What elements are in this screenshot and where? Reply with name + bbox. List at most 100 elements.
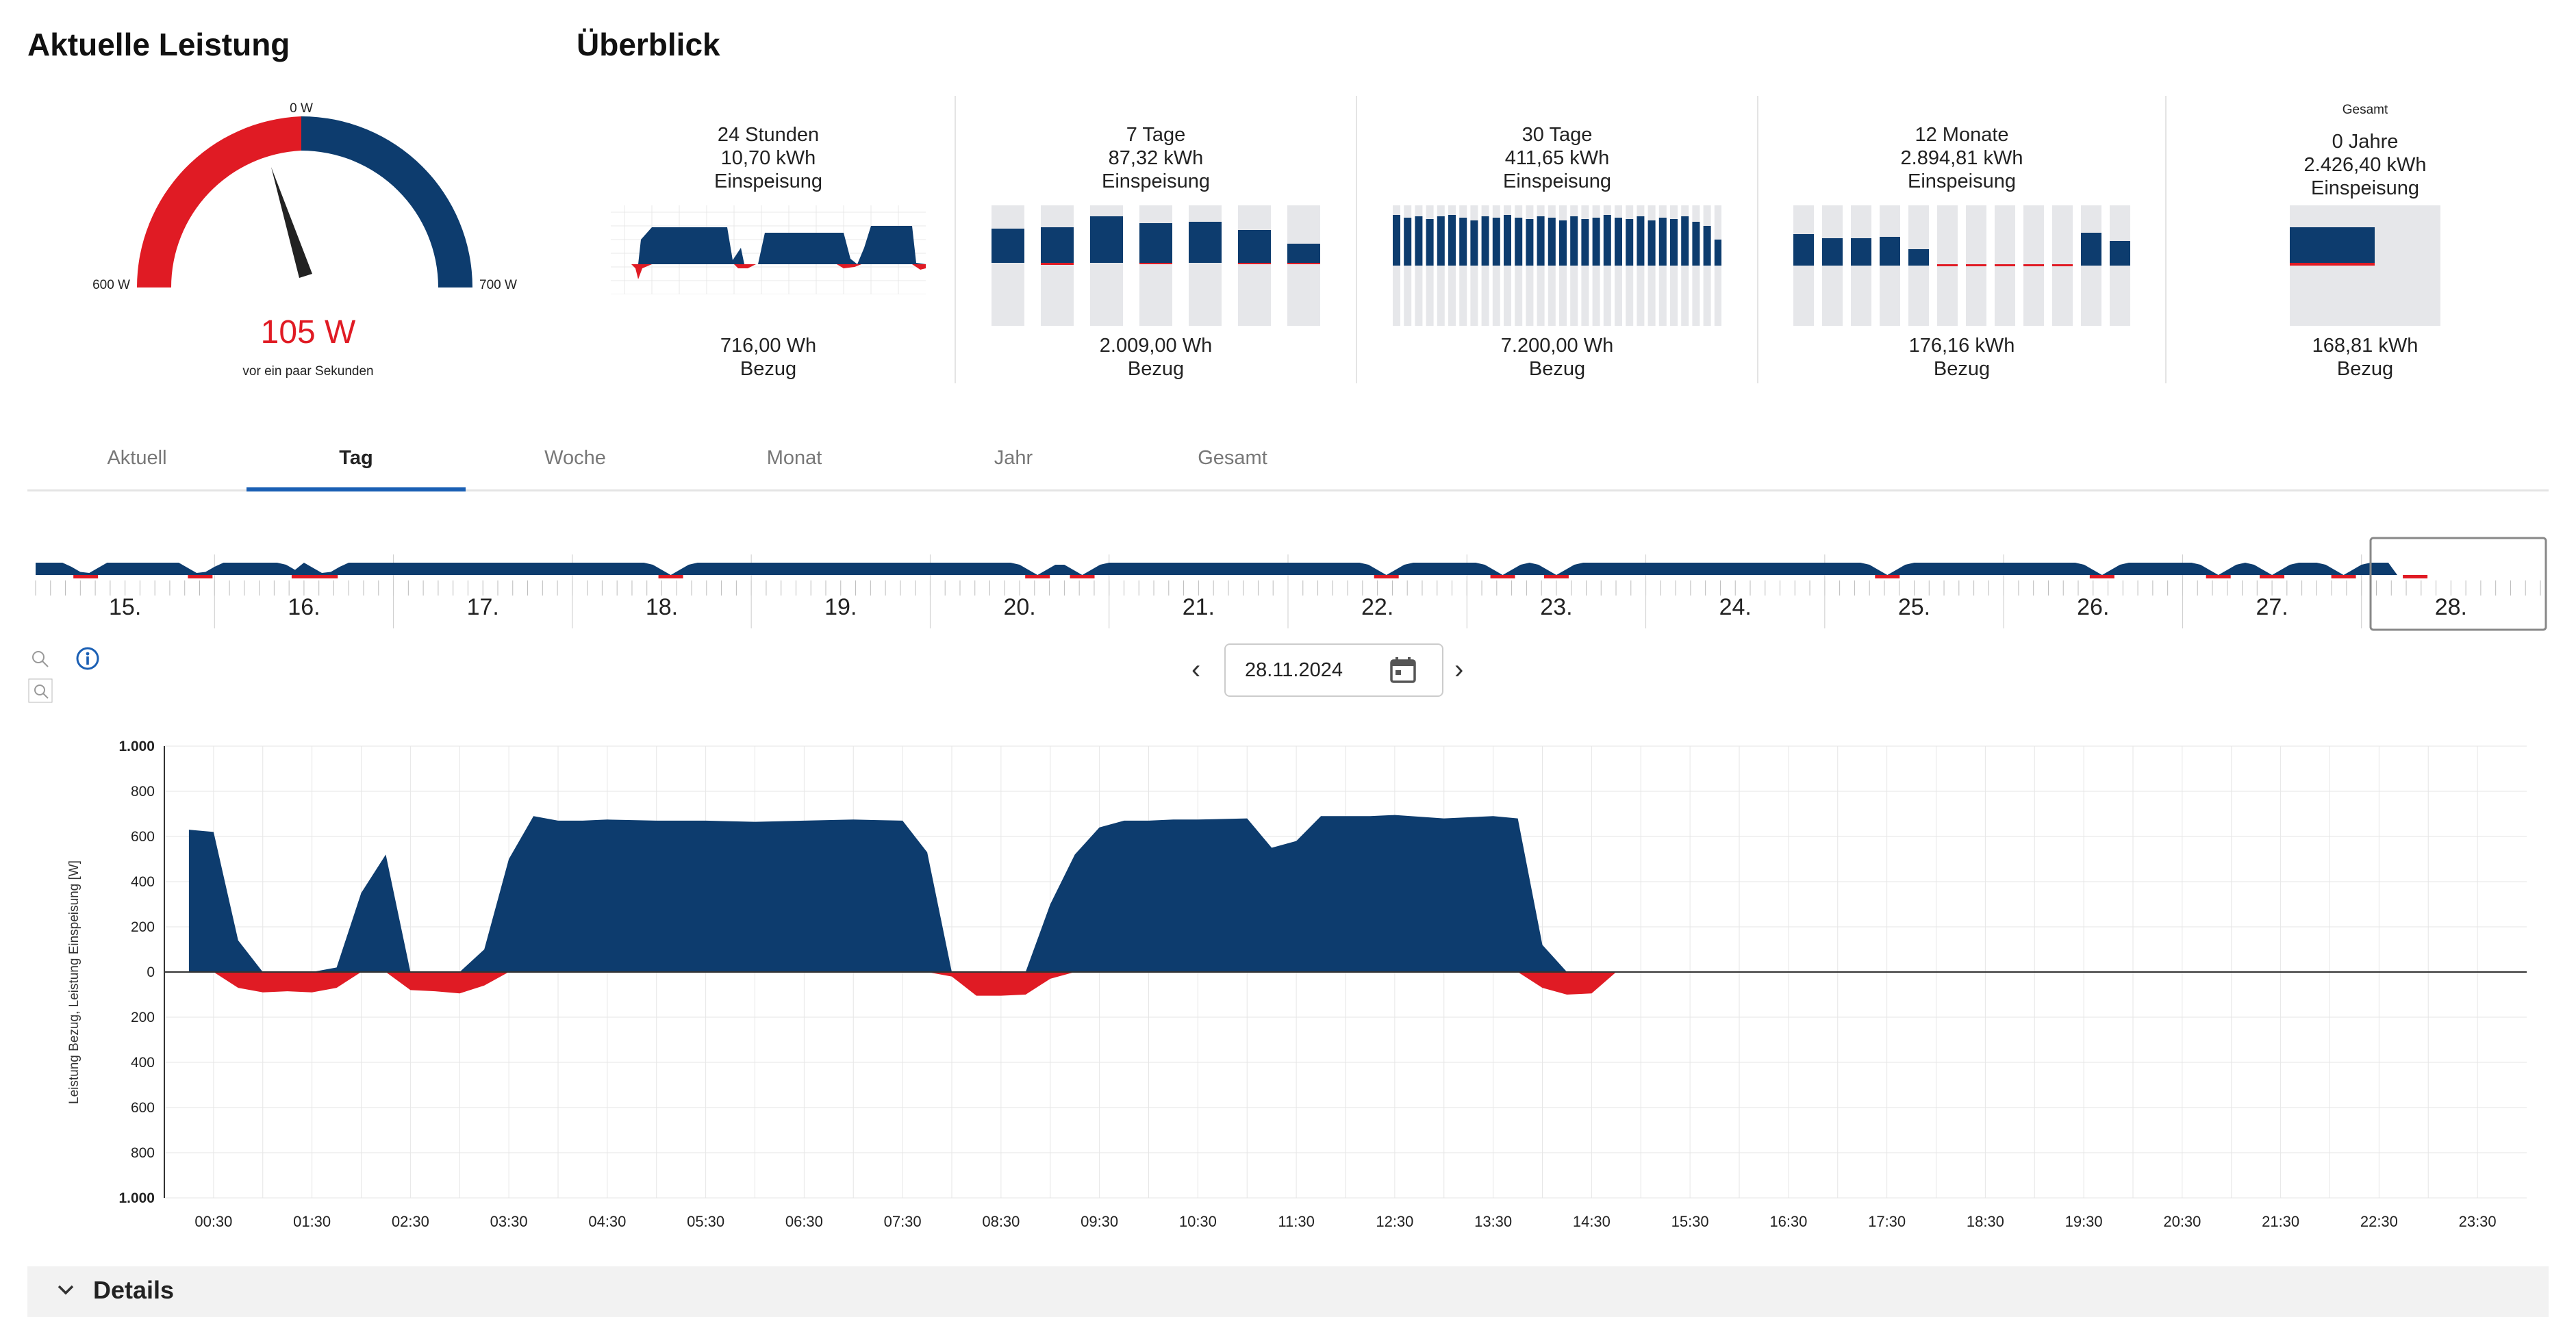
- overview-card-value: 2.426,40 kWh: [2303, 154, 2427, 176]
- overview-12m-bar: [2052, 264, 2073, 266]
- overview-12m-bar: [1880, 237, 1900, 266]
- timeline-day-label[interactable]: 19.: [824, 594, 857, 620]
- series-einspeisung: [188, 815, 1617, 972]
- tab-monat[interactable]: Monat: [766, 447, 822, 469]
- gauge-bezug-arc: [136, 116, 301, 287]
- timeline-day-label[interactable]: 27.: [2256, 594, 2288, 620]
- tab-gesamt[interactable]: Gesamt: [1198, 447, 1267, 469]
- timeline-bezug-mark: [188, 575, 213, 578]
- overview-card-period: 30 Tage: [1521, 124, 1593, 146]
- timeline-bezug-mark: [2206, 575, 2231, 578]
- overview-30d-bar: [1459, 218, 1467, 266]
- x-tick-label: 05:30: [687, 1213, 724, 1230]
- overview-card-foot-value: 716,00 Wh: [720, 335, 817, 357]
- zoom-out-icon[interactable]: [27, 678, 53, 704]
- overview-panel: 24 Stunden 10,70 kWh Einspeisung 716,00 …: [590, 96, 2555, 383]
- overview-chart-total: [2290, 205, 2440, 326]
- overview-card-label: Einspeisung: [714, 170, 822, 192]
- overview-card-foot-value: 168,81 kWh: [2312, 335, 2419, 357]
- overview-30d-bar: [1492, 218, 1500, 266]
- timeline-bezug-mark: [1543, 575, 1569, 578]
- info-icon[interactable]: [75, 646, 100, 671]
- overview-card-period: 12 Monate: [1915, 124, 2009, 146]
- y-tick-label: 1.000: [118, 1190, 155, 1206]
- overview-30d-bar: [1481, 216, 1489, 266]
- overview-chart-12m: [1793, 205, 2130, 326]
- y-tick-label: 600: [131, 1100, 155, 1116]
- overview-card-12m[interactable]: 12 Monate 2.894,81 kWh Einspeisung 176,1…: [1767, 96, 2157, 383]
- y-axis-title: Leistung Bezug, Leistung Einspeisung [W]: [67, 860, 81, 1104]
- timeline-bezug-mark: [1490, 575, 1515, 578]
- timeline-day-label[interactable]: 22.: [1361, 594, 1393, 620]
- overview-30d-bar: [1537, 216, 1545, 266]
- gauge-label-right: 700 W: [479, 278, 517, 292]
- previous-day-button[interactable]: ‹: [1191, 654, 1201, 685]
- overview-card-foot-label: Bezug: [1933, 358, 1991, 380]
- timeline-day-label[interactable]: 24.: [1719, 594, 1752, 620]
- tab-aktuell[interactable]: Aktuell: [107, 447, 167, 469]
- timeline-day-label[interactable]: 23.: [1540, 594, 1572, 620]
- day-timeline[interactable]: 15. 16. 17. 18. 19. 20. 21. 22. 23. 24. 25. 26. 27. 2…: [27, 527, 2549, 637]
- gauge-label-left: 600 W: [92, 278, 130, 292]
- overview-card-7d[interactable]: 7 Tage 87,32 kWh Einspeisung 2.009,00 Wh…: [964, 96, 1348, 383]
- timeline-day-label[interactable]: 15.: [109, 594, 141, 620]
- tab-tag[interactable]: Tag: [247, 431, 466, 491]
- overview-card-foot-label: Bezug: [2336, 358, 2394, 380]
- x-tick-label: 22:30: [2360, 1213, 2398, 1230]
- chevron-down-icon[interactable]: [55, 1279, 77, 1301]
- overview-30d-bar: [1703, 226, 1711, 266]
- overview-30d-bar: [1470, 220, 1478, 266]
- current-power-title: Aktuelle Leistung: [27, 27, 290, 62]
- x-tick-label: 02:30: [392, 1213, 429, 1230]
- x-tick-label: 23:30: [2459, 1213, 2497, 1230]
- gauge-value: 105 W: [260, 314, 356, 350]
- x-tick-label: 04:30: [588, 1213, 626, 1230]
- overview-30d-bar: [1448, 215, 1456, 266]
- overview-12m-bar: [1966, 264, 1986, 266]
- overview-30d-bar: [1426, 219, 1434, 266]
- y-tick-label: 1.000: [118, 739, 155, 754]
- timeline-day-label[interactable]: 17.: [467, 594, 499, 620]
- x-tick-label: 20:30: [2163, 1213, 2201, 1230]
- overview-chart-7d: [992, 205, 1320, 326]
- overview-12m-bar: [2110, 241, 2130, 266]
- timeline-bezug-mark: [291, 575, 316, 578]
- overview-card-value: 10,70 kWh: [720, 147, 816, 169]
- x-tick-label: 21:30: [2262, 1213, 2299, 1230]
- timeline-selection[interactable]: [2369, 537, 2547, 631]
- timeline-bezug-mark: [2089, 575, 2114, 578]
- overview-30d-bar: [1415, 216, 1423, 266]
- details-section[interactable]: Details: [27, 1266, 2549, 1317]
- overview-30d-bar: [1437, 216, 1445, 266]
- x-tick-label: 08:30: [982, 1213, 1020, 1230]
- timeline-overview[interactable]: 15. 16. 17. 18. 19. 20. 21. 22. 23. 24. 25. 26. 27. 2…: [27, 527, 2549, 637]
- overview-card-total[interactable]: Gesamt 0 Jahre 2.426,40 kWh Einspeisung …: [2175, 96, 2555, 383]
- x-tick-label: 17:30: [1868, 1213, 1906, 1230]
- next-day-button[interactable]: ›: [1454, 654, 1464, 685]
- calendar-icon[interactable]: [1387, 654, 1419, 686]
- overview-12m-bar: [1822, 238, 1843, 266]
- y-tick-label: 0: [147, 964, 155, 980]
- timeline-day-label[interactable]: 20.: [1003, 594, 1035, 620]
- x-tick-label: 03:30: [490, 1213, 528, 1230]
- overview-card-24h[interactable]: 24 Stunden 10,70 kWh Einspeisung 716,00 …: [590, 96, 946, 383]
- timeline-bezug-mark: [1875, 575, 1900, 578]
- x-tick-label: 12:30: [1376, 1213, 1413, 1230]
- gauge-needle: [271, 167, 312, 278]
- timeline-bezug-mark: [1374, 575, 1399, 578]
- timeline-day-label[interactable]: 21.: [1183, 594, 1215, 620]
- timeline-bezug-mark: [1025, 575, 1050, 578]
- timeline-day-label[interactable]: 26.: [2077, 594, 2109, 620]
- zoom-in-icon[interactable]: [27, 646, 53, 672]
- overview-card-label: Einspeisung: [1102, 170, 1210, 192]
- timeline-day-label[interactable]: 28.: [2435, 594, 2467, 620]
- tab-jahr[interactable]: Jahr: [994, 447, 1033, 469]
- overview-30d-bar: [1393, 215, 1400, 266]
- overview-30d-bar: [1637, 216, 1645, 266]
- timeline-day-label[interactable]: 25.: [1898, 594, 1930, 620]
- timeline-day-label[interactable]: 18.: [646, 594, 678, 620]
- overview-card-30d[interactable]: 30 Tage 411,65 kWh Einspeisung 7.200,00 …: [1365, 96, 1749, 383]
- timeline-day-label[interactable]: 16.: [288, 594, 320, 620]
- date-picker-input[interactable]: 28.11.2024: [1224, 643, 1443, 697]
- tab-woche[interactable]: Woche: [544, 447, 606, 469]
